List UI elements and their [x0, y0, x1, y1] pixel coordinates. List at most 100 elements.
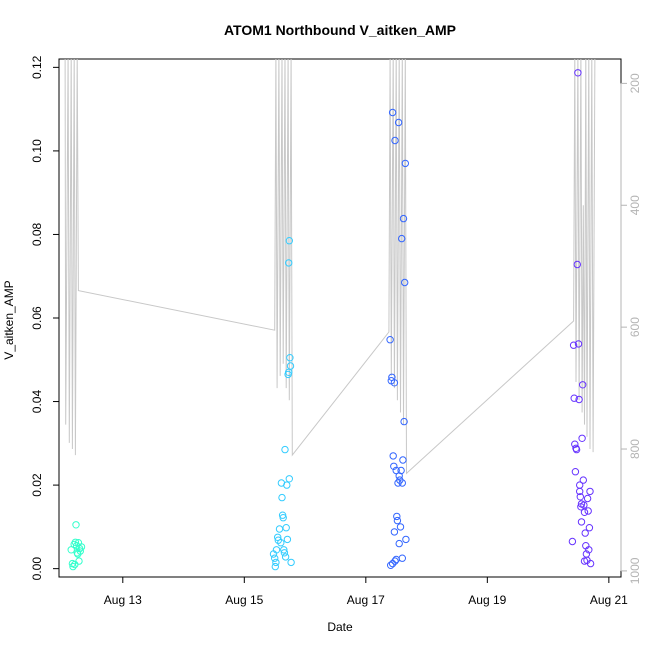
data-point-s3-12 [576, 493, 584, 501]
data-point-s3-0 [568, 537, 577, 546]
data-point-s2-4 [389, 452, 397, 460]
data-point-s1-12 [279, 514, 287, 522]
data-point-s1-25 [285, 368, 293, 376]
data-point-s0-0 [67, 546, 75, 554]
data-point-s0-13 [71, 560, 79, 569]
axes-layer: Aug 13 Aug 15 Aug 17 Aug 19 Aug 21 0.00 0.02 0.… [30, 55, 642, 607]
data-point-s0-2 [69, 562, 77, 571]
x-tick-label: Aug 21 [590, 593, 628, 607]
data-point-s2-26 [388, 559, 397, 568]
data-point-s3-3 [571, 440, 579, 448]
data-point-s1-17 [283, 481, 291, 489]
data-point-s3-20 [581, 529, 589, 537]
data-point-s3-7 [573, 260, 581, 269]
x-axis-label: Date [327, 620, 353, 634]
data-point-s3-8 [574, 69, 582, 77]
y2-tick-label: 800 [628, 439, 642, 459]
y-axis-label: V_aitken_AMP [2, 280, 16, 359]
data-point-s2-5 [390, 462, 398, 470]
data-point-s2-0 [386, 336, 394, 344]
data-point-s3-27 [585, 524, 594, 532]
data-point-s0-5 [72, 521, 80, 529]
data-point-s3-6 [572, 445, 581, 454]
data-point-s2-28 [392, 555, 400, 564]
data-point-s2-12 [394, 118, 403, 127]
data-point-s3-24 [583, 494, 592, 503]
data-point-s2-31 [390, 528, 399, 536]
data-point-s2-8 [392, 466, 400, 475]
x-tick-label: Aug 17 [347, 593, 385, 607]
data-point-s0-9 [75, 557, 83, 565]
data-point-s2-18 [398, 479, 406, 487]
data-point-s3-30 [576, 481, 584, 489]
y-tick-label: 0.12 [30, 55, 44, 79]
secondary-line-layer [64, 59, 596, 475]
data-point-s1-4 [272, 546, 281, 554]
data-point-s0-12 [77, 543, 86, 551]
y-tick-label: 0.08 [30, 222, 44, 246]
data-point-s3-31 [577, 518, 586, 526]
data-point-s3-15 [578, 434, 586, 442]
data-point-s3-16 [579, 381, 587, 389]
data-point-s1-20 [285, 237, 293, 245]
chart-title: ATOM1 Northbound V_aitken_AMP [224, 22, 456, 38]
data-point-s3-29 [586, 559, 595, 568]
data-point-s1-2 [271, 562, 279, 571]
data-point-s2-16 [397, 466, 405, 475]
x-tick-label: Aug 15 [225, 593, 263, 607]
data-point-s1-27 [283, 535, 292, 544]
data-point-s0-4 [71, 538, 80, 546]
data-point-s1-19 [285, 259, 293, 267]
y2-tick-label: 200 [628, 73, 642, 93]
data-point-s3-10 [575, 395, 583, 404]
data-point-s3-28 [586, 487, 594, 496]
data-point-s2-10 [393, 516, 402, 525]
data-point-s3-26 [585, 546, 593, 554]
y2-tick-label: 1000 [628, 557, 642, 584]
plot-frame [58, 58, 622, 578]
y-tick-label: 0.04 [30, 390, 44, 414]
data-point-s1-8 [277, 539, 285, 547]
data-point-s1-10 [278, 493, 286, 502]
data-point-s1-14 [280, 549, 289, 557]
data-point-s3-4 [571, 468, 580, 476]
data-point-s2-9 [393, 512, 401, 521]
data-point-s1-16 [281, 553, 290, 561]
data-point-s1-6 [274, 536, 282, 544]
data-point-s2-3 [388, 108, 397, 117]
data-point-s3-18 [580, 501, 588, 509]
data-point-s2-15 [396, 523, 405, 531]
data-point-s1-5 [274, 533, 282, 541]
data-point-s3-9 [574, 340, 583, 348]
data-point-s3-2 [570, 394, 578, 402]
data-point-s2-22 [401, 278, 409, 287]
data-point-s2-7 [391, 136, 399, 145]
data-point-s3-32 [580, 557, 589, 565]
data-point-s1-13 [280, 546, 288, 554]
data-point-s2-6 [390, 379, 399, 387]
y2-tick-label: 400 [628, 195, 642, 215]
data-point-s2-19 [399, 456, 407, 464]
data-point-s2-23 [401, 159, 409, 168]
data-point-s2-29 [395, 539, 403, 548]
y-tick-label: 0.10 [30, 139, 44, 163]
data-point-s2-25 [387, 561, 395, 569]
data-point-s3-25 [584, 507, 592, 515]
data-point-s1-26 [282, 524, 290, 532]
data-point-s1-7 [275, 525, 284, 533]
y-tick-label: 0.06 [30, 306, 44, 330]
x-tick-label: Aug 19 [468, 593, 506, 607]
y-tick-label: 0.02 [30, 473, 44, 497]
data-point-s2-30 [398, 554, 406, 562]
y2-tick-label: 600 [628, 317, 642, 337]
points-layer [67, 69, 595, 571]
y-tick-label: 0.00 [30, 557, 44, 581]
data-point-s1-22 [286, 362, 295, 370]
data-point-s1-23 [285, 475, 293, 483]
data-point-s2-24 [402, 535, 410, 544]
data-point-s3-17 [579, 476, 587, 484]
data-point-s2-21 [400, 417, 408, 426]
data-point-s1-21 [286, 354, 294, 362]
data-point-s1-3 [272, 558, 280, 567]
